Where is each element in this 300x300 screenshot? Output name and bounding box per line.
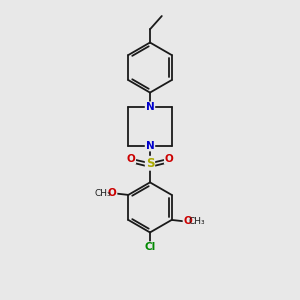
Text: O: O <box>184 216 192 226</box>
Text: S: S <box>146 157 154 170</box>
Text: N: N <box>146 102 154 112</box>
Text: O: O <box>127 154 135 164</box>
Text: O: O <box>165 154 173 164</box>
Text: Cl: Cl <box>144 242 156 252</box>
Text: N: N <box>146 141 154 151</box>
Text: O: O <box>108 188 116 198</box>
Text: CH₃: CH₃ <box>189 217 206 226</box>
Text: CH₃: CH₃ <box>94 189 111 198</box>
